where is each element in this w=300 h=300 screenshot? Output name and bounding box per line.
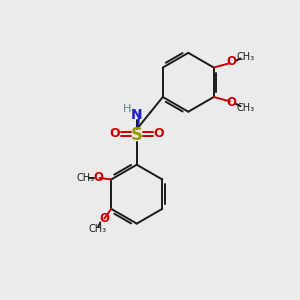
Text: H: H <box>123 104 131 114</box>
Text: N: N <box>131 108 142 122</box>
Text: O: O <box>226 96 236 110</box>
Text: S: S <box>131 126 143 144</box>
Text: O: O <box>110 127 120 140</box>
Text: O: O <box>94 172 103 184</box>
Text: O: O <box>154 127 164 140</box>
Text: CH₃: CH₃ <box>236 52 254 62</box>
Text: CH₃: CH₃ <box>76 173 95 183</box>
Text: CH₃: CH₃ <box>236 103 254 113</box>
Text: CH₃: CH₃ <box>88 224 106 234</box>
Text: O: O <box>99 212 109 225</box>
Text: O: O <box>226 55 236 68</box>
